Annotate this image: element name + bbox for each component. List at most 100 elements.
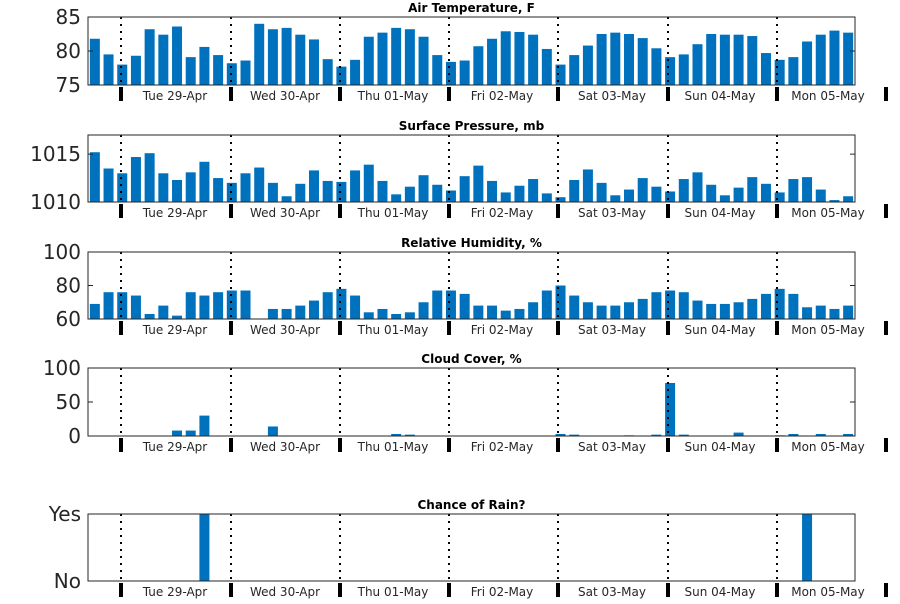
- data-bar: [172, 315, 183, 319]
- x-tick-label: Wed 30-Apr: [250, 89, 320, 103]
- x-tick-label: Wed 30-Apr: [250, 323, 320, 337]
- data-bar: [172, 26, 183, 85]
- data-bar: [514, 185, 525, 202]
- x-tick-label: Thu 01-May: [357, 89, 429, 103]
- data-bar: [158, 173, 169, 202]
- data-bar: [665, 57, 676, 85]
- data-bar: [281, 196, 292, 202]
- x-tick-label: Mon 05-May: [791, 89, 865, 103]
- data-bar: [569, 55, 580, 85]
- x-tick-label: Tue 29-Apr: [142, 206, 207, 220]
- data-bar: [528, 302, 539, 319]
- day-tick-mark: [666, 87, 670, 101]
- day-tick-mark: [447, 438, 451, 452]
- data-bar: [774, 288, 785, 319]
- data-bar: [172, 179, 183, 202]
- y-tick-label: 100: [43, 356, 81, 380]
- data-bar: [377, 308, 388, 319]
- data-bar: [89, 152, 100, 202]
- data-bar: [308, 300, 319, 319]
- y-tick-label: 0: [68, 424, 81, 448]
- data-bar: [802, 41, 813, 85]
- panel-title: Cloud Cover, %: [421, 352, 521, 366]
- data-bar: [240, 290, 251, 319]
- data-bar: [788, 433, 799, 436]
- day-tick-mark: [775, 321, 779, 335]
- data-bar: [487, 305, 498, 319]
- data-bar: [213, 55, 224, 85]
- data-bar: [596, 182, 607, 202]
- x-tick-label: Mon 05-May: [791, 206, 865, 220]
- y-tick-label: Yes: [48, 502, 81, 526]
- data-bar: [185, 57, 196, 85]
- day-tick-mark: [338, 321, 342, 335]
- data-bar: [199, 295, 210, 319]
- y-tick-label: 80: [56, 39, 81, 63]
- day-tick-mark: [884, 438, 888, 452]
- data-bar: [802, 307, 813, 319]
- data-bar: [213, 292, 224, 319]
- day-tick-mark: [338, 438, 342, 452]
- data-bar: [815, 305, 826, 319]
- data-bar: [706, 184, 717, 202]
- data-bar: [651, 48, 662, 85]
- data-bar: [240, 60, 251, 85]
- data-bar: [555, 197, 566, 202]
- data-bar: [665, 382, 676, 436]
- data-bar: [665, 191, 676, 202]
- data-bar: [528, 34, 539, 85]
- data-bar: [774, 192, 785, 202]
- data-bar: [459, 176, 470, 202]
- data-bar: [500, 31, 511, 86]
- data-bar: [747, 177, 758, 202]
- data-bar: [528, 179, 539, 202]
- data-bar: [445, 190, 456, 202]
- data-bar: [582, 302, 593, 319]
- data-bar: [569, 179, 580, 202]
- data-bar: [582, 169, 593, 202]
- data-bar: [678, 292, 689, 319]
- data-bar: [130, 157, 141, 202]
- data-bar: [158, 305, 169, 319]
- data-bar: [637, 38, 648, 85]
- data-bar: [281, 308, 292, 319]
- data-bar: [199, 514, 210, 581]
- data-bar: [802, 177, 813, 202]
- data-bar: [350, 295, 361, 319]
- y-tick-label: 80: [56, 274, 81, 298]
- data-bar: [377, 180, 388, 202]
- plot-area: [88, 368, 855, 436]
- day-tick-mark: [338, 583, 342, 597]
- day-tick-mark: [447, 583, 451, 597]
- data-bar: [651, 292, 662, 319]
- data-bar: [843, 305, 854, 319]
- data-bar: [103, 168, 114, 202]
- data-bar: [322, 292, 333, 319]
- data-bar: [391, 27, 402, 86]
- data-bar: [267, 308, 278, 319]
- data-bar: [829, 308, 840, 319]
- y-tick-label: 85: [56, 5, 81, 29]
- x-tick-label: Wed 30-Apr: [250, 440, 320, 454]
- data-bar: [130, 295, 141, 319]
- data-bar: [541, 48, 552, 85]
- data-bar: [692, 44, 703, 85]
- day-tick-mark: [884, 583, 888, 597]
- data-bar: [267, 426, 278, 436]
- x-tick-label: Sat 03-May: [578, 585, 646, 599]
- data-bar: [555, 64, 566, 85]
- day-tick-mark: [119, 583, 123, 597]
- y-tick-label: 50: [56, 390, 81, 414]
- x-tick-label: Fri 02-May: [471, 89, 534, 103]
- data-bar: [610, 305, 621, 319]
- data-bar: [555, 285, 566, 319]
- x-tick-label: Sun 04-May: [684, 206, 755, 220]
- data-bar: [185, 172, 196, 202]
- data-bar: [432, 184, 443, 202]
- data-bar: [89, 303, 100, 319]
- data-bar: [336, 288, 347, 319]
- data-bar: [569, 295, 580, 319]
- data-bar: [651, 186, 662, 202]
- data-bar: [815, 34, 826, 85]
- data-bar: [774, 59, 785, 85]
